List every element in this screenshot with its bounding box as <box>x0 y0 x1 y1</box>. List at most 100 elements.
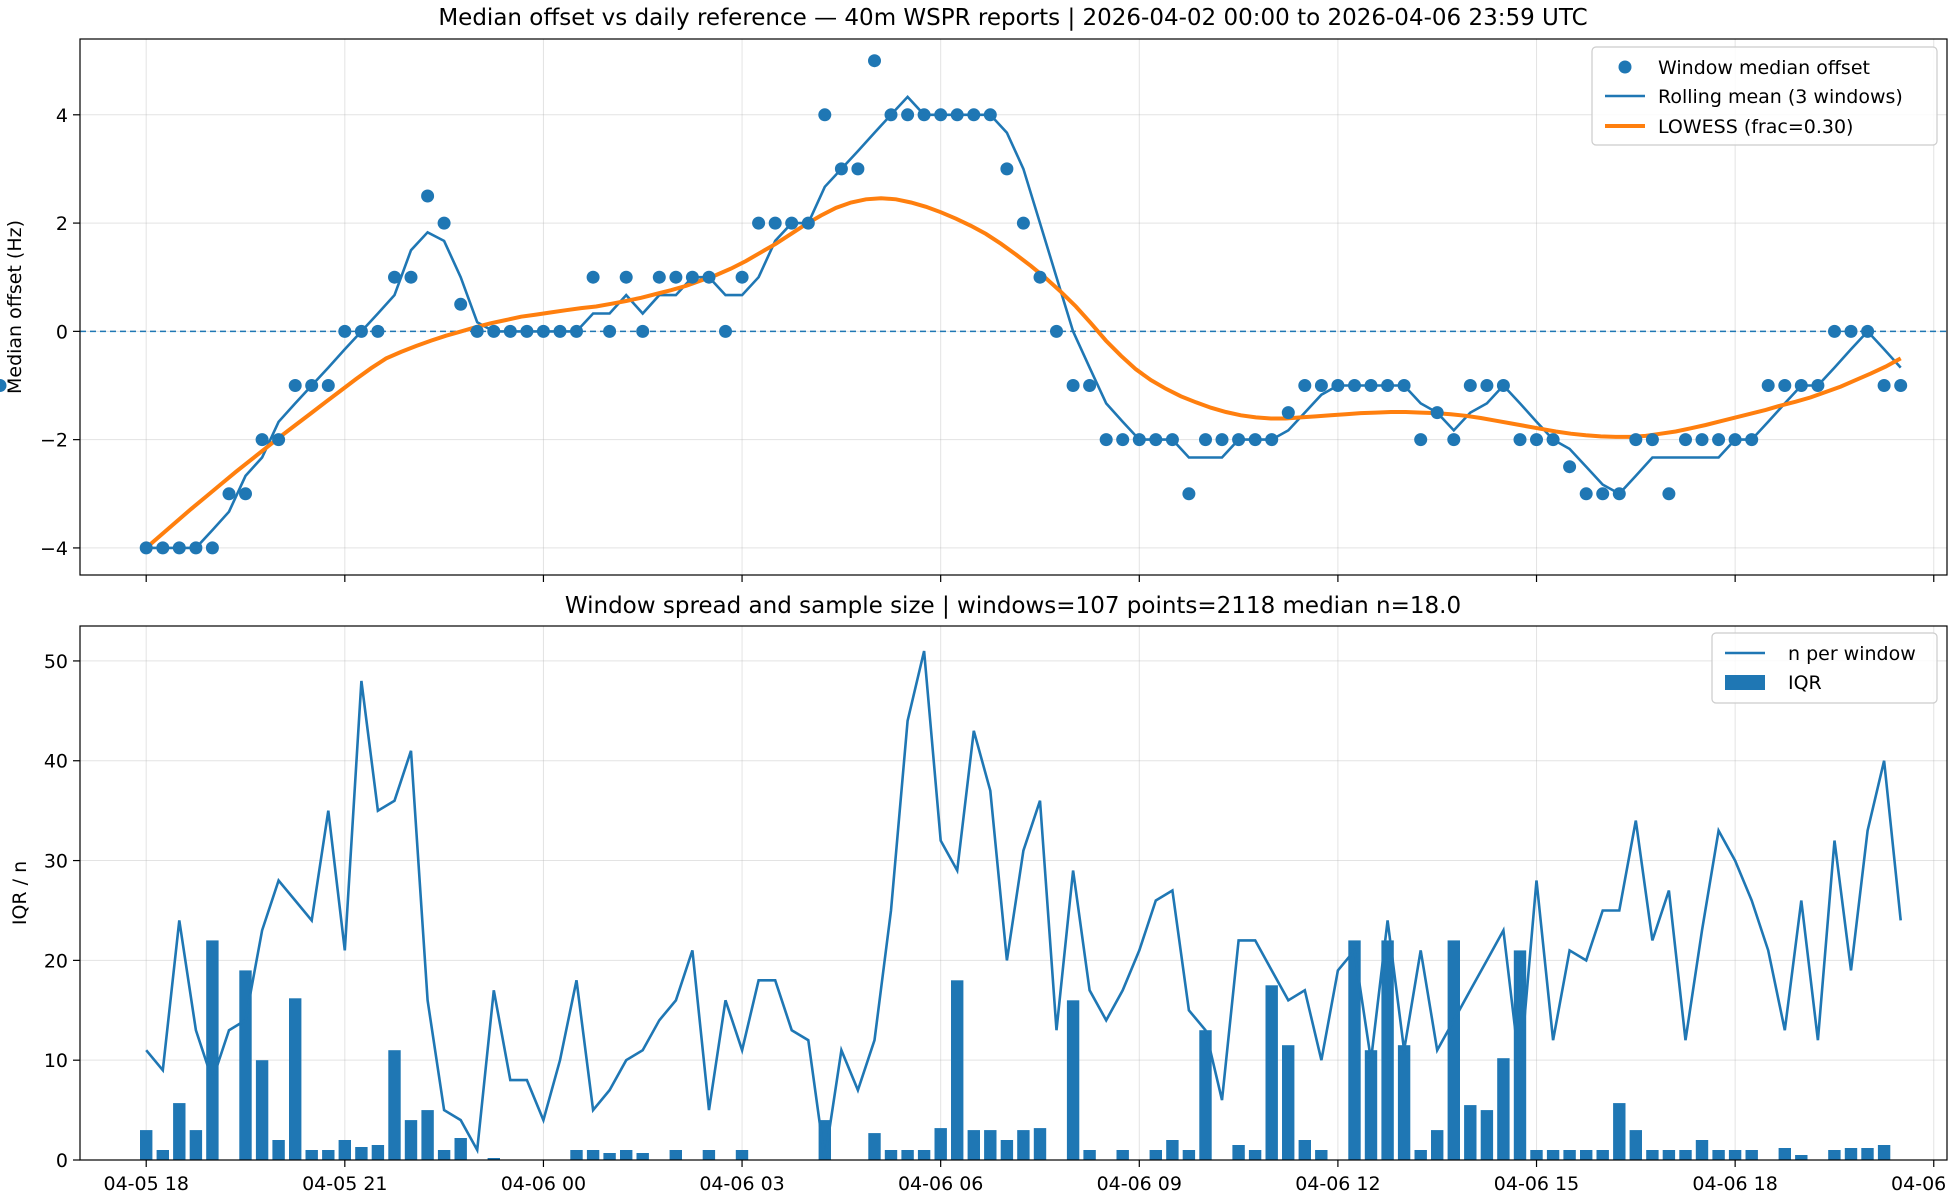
median-offset-point <box>1430 406 1444 420</box>
iqr-bar <box>570 1150 583 1160</box>
median-offset-point <box>1861 324 1875 338</box>
median-offset-point <box>205 541 219 555</box>
median-offset-point <box>520 324 534 338</box>
median-offset-point <box>1712 433 1726 447</box>
median-offset-point <box>1530 433 1543 447</box>
iqr-bar <box>1679 1150 1692 1160</box>
iqr-bar <box>1000 1140 1014 1160</box>
median-offset-point <box>619 270 633 284</box>
median-offset-point <box>702 270 716 284</box>
median-offset-point <box>288 379 302 392</box>
iqr-bar <box>1530 1150 1543 1160</box>
median-offset-point <box>884 108 898 122</box>
median-offset-point <box>1165 433 1179 447</box>
legend-label-n: n per window <box>1788 643 1916 665</box>
median-offset-point <box>338 324 352 338</box>
median-offset-point <box>1894 379 1908 392</box>
iqr-bar <box>1745 1150 1758 1160</box>
spread-y-tick-label: 30 <box>44 851 68 873</box>
median-offset-point <box>1215 433 1229 447</box>
iqr-bar <box>1497 1058 1510 1160</box>
median-offset-point <box>1778 379 1792 392</box>
iqr-bar <box>1232 1145 1245 1160</box>
median-offset-point <box>371 324 385 338</box>
spread-y-tick-label: 10 <box>44 1050 68 1072</box>
median-offset-point <box>1496 379 1510 392</box>
median-offset-point <box>1116 433 1130 447</box>
median-offset-point <box>1414 433 1428 447</box>
spread-legend: n per window IQR <box>1711 632 1938 704</box>
median-offset-point <box>603 324 617 338</box>
iqr-bar <box>1017 1130 1030 1160</box>
iqr-bar <box>951 980 964 1160</box>
iqr-bar <box>1629 1130 1642 1160</box>
iqr-bar <box>239 970 252 1160</box>
median-offset-point <box>222 487 236 501</box>
median-offset-point <box>1629 433 1643 447</box>
median-offset-point <box>735 270 749 284</box>
iqr-bar <box>404 1120 418 1160</box>
median-offset-point <box>1265 433 1279 447</box>
offset-legend: Window median offset Rolling mean (3 win… <box>1591 46 1938 146</box>
median-offset-point <box>950 108 964 122</box>
iqr-bar <box>984 1130 997 1160</box>
median-offset-point <box>139 541 153 555</box>
iqr-bar <box>487 1158 500 1160</box>
x-tick-label: 04-06 21 <box>1891 1173 1950 1195</box>
legend-label-lowess: LOWESS (frac=0.30) <box>1658 116 1853 138</box>
iqr-bar <box>1265 985 1278 1160</box>
iqr-bar <box>355 1147 368 1160</box>
spread-plot-frame <box>79 625 1948 1161</box>
median-offset-point <box>156 541 170 555</box>
median-offset-point <box>321 379 335 392</box>
iqr-bar <box>1712 1150 1725 1160</box>
iqr-bar <box>1695 1140 1709 1160</box>
spread-panel: Window spread and sample size | windows=… <box>9 593 1950 1195</box>
median-offset-point <box>1662 487 1676 501</box>
median-offset-points <box>0 54 1908 555</box>
iqr-bar <box>620 1150 633 1160</box>
iqr-bar <box>156 1150 169 1160</box>
x-tick-label: 04-05 21 <box>302 1173 387 1195</box>
median-offset-point <box>1546 433 1560 447</box>
median-offset-point <box>1033 270 1047 284</box>
iqr-bar <box>1315 1150 1328 1160</box>
spread-y-ticks: 0 10 20 30 40 50 <box>44 651 80 1172</box>
median-offset-point <box>1612 487 1626 501</box>
iqr-bar <box>1298 1140 1311 1160</box>
spread-y-tick-label: 20 <box>44 950 68 972</box>
median-offset-point <box>1298 379 1312 392</box>
median-offset-point <box>1000 162 1014 176</box>
median-offset-point <box>586 270 600 284</box>
iqr-bar <box>255 1060 269 1160</box>
median-offset-point <box>1844 324 1858 338</box>
iqr-bar <box>437 1150 451 1160</box>
legend-marker-median <box>1618 60 1632 74</box>
median-offset-point <box>354 324 368 338</box>
median-offset-point <box>983 108 997 122</box>
x-tick-label: 04-05 18 <box>103 1173 188 1195</box>
offset-chart-title: Median offset vs daily reference — 40m W… <box>438 5 1587 31</box>
median-offset-point <box>172 541 186 555</box>
iqr-bar <box>1364 1050 1378 1160</box>
iqr-bar <box>967 1130 980 1160</box>
x-tick-label: 04-06 18 <box>1692 1173 1777 1195</box>
offset-plot-frame <box>79 38 1948 576</box>
median-offset-point <box>1695 433 1709 447</box>
median-offset-point <box>272 433 286 447</box>
spread-chart-title: Window spread and sample size | windows=… <box>565 593 1461 619</box>
median-offset-point <box>636 324 650 338</box>
iqr-bar <box>1480 1110 1494 1160</box>
median-offset-point <box>421 189 435 203</box>
iqr-bar <box>1166 1140 1179 1160</box>
iqr-bar <box>1563 1150 1576 1160</box>
offset-y-tick-label: 0 <box>56 321 68 343</box>
offset-x-ticks <box>145 575 1935 582</box>
iqr-bar <box>206 940 219 1160</box>
median-offset-point <box>305 379 319 392</box>
iqr-bar <box>1248 1150 1262 1160</box>
iqr-bar <box>1778 1148 1791 1160</box>
median-offset-point <box>1083 379 1097 392</box>
median-offset-point <box>967 108 981 122</box>
